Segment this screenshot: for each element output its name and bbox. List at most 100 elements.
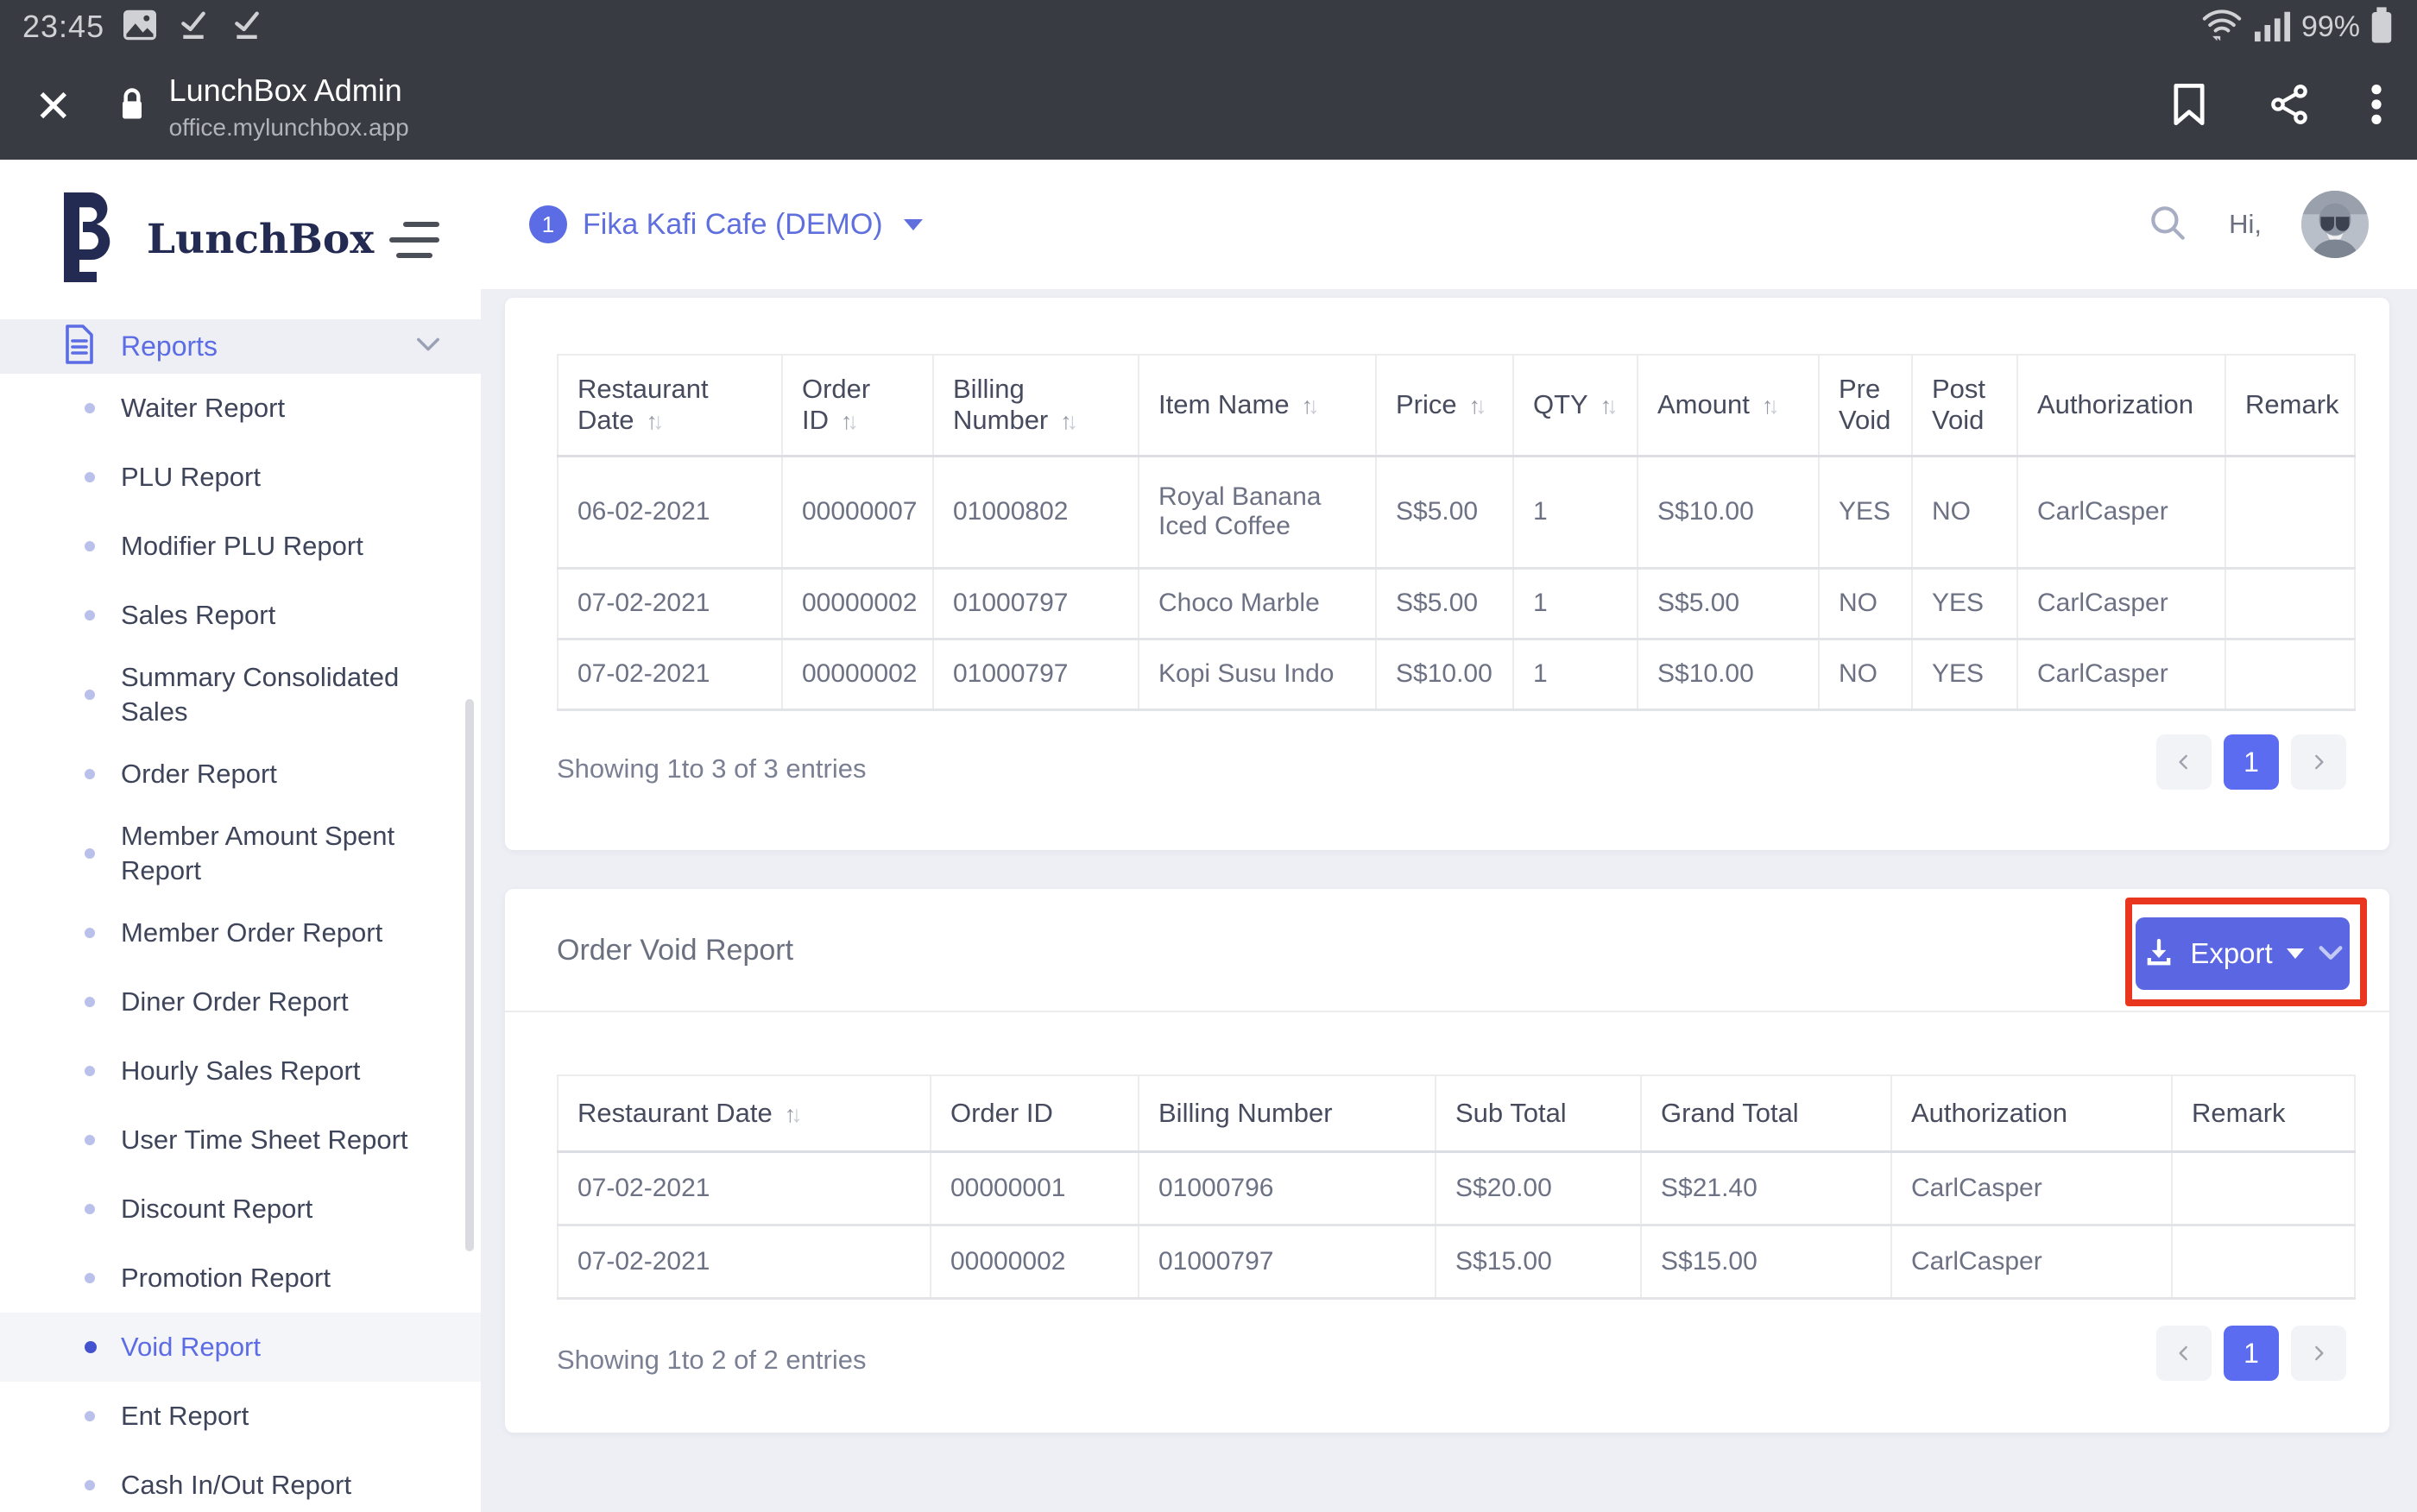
column-header-sub-total: Sub Total [1435,1074,1642,1153]
bullet-icon [85,610,95,621]
share-icon[interactable] [2267,82,2312,131]
pagination-page-button[interactable]: 1 [2224,734,2279,790]
column-header-post-void: Post Void [1911,354,2018,457]
android-status-bar: 23:45 99% [0,0,2417,54]
image-notification-icon [122,9,158,46]
sidebar-section-label: Reports [121,331,218,362]
sidebar-item-summary-consolidated-sales[interactable]: Summary Consolidated Sales [0,650,481,740]
pagination-next-button[interactable] [2291,734,2346,790]
table-cell: Royal Banana Iced Coffee [1138,456,1377,570]
bullet-icon [85,1135,95,1145]
column-header-billing-number: Billing Number [1138,1074,1436,1153]
sidebar-item-modifier-plu-report[interactable]: Modifier PLU Report [0,512,481,581]
clock: 23:45 [22,9,105,44]
search-icon[interactable] [2146,201,2189,249]
void-item-report-card: Restaurant Date ↑↓ Order ID ↑↓ Billing Numbe… [505,298,2389,850]
bookmark-icon[interactable] [2170,82,2208,131]
chevron-down-icon [2319,946,2343,960]
table-row: 07-02-2021 00000002 01000797 S$15.00 S$15.00… [557,1225,2356,1300]
table-cell: 00000002 [930,1225,1139,1300]
pagination-next-button[interactable] [2291,1326,2346,1381]
table-cell: S$15.00 [1435,1225,1642,1300]
column-header-item-name[interactable]: Item Name ↑↓ [1138,354,1377,457]
sidebar-item-diner-order-report[interactable]: Diner Order Report [0,967,481,1036]
sidebar-item-cash-in-out-report[interactable]: Cash In/Out Report [0,1451,481,1512]
sidebar-item-label: Cash In/Out Report [121,1470,352,1500]
bullet-icon [85,1411,95,1421]
table-cell: NO [1911,456,2018,570]
sidebar-section-reports[interactable]: Reports [0,319,481,374]
bullet-icon [85,769,95,779]
browser-menu-icon[interactable] [2370,82,2382,131]
column-header-restaurant-date[interactable]: Restaurant Date ↑↓ [557,1074,931,1153]
table-cell: 00000001 [930,1151,1139,1226]
table-cell: YES [1911,639,2018,711]
export-button[interactable]: Export [2136,917,2350,990]
pagination-prev-button[interactable] [2156,734,2212,790]
sidebar-toggle-icon[interactable] [389,221,439,258]
section-header: Order Void Report Export [505,889,2389,1012]
column-header-remark: Remark [2171,1074,2356,1153]
column-header-order-id[interactable]: Order ID ↑↓ [781,354,934,457]
sort-icon: ↑↓ [646,408,664,435]
table-cell: S$10.00 [1637,456,1820,570]
pagination: 1 [2156,1326,2346,1381]
table-cell: S$5.00 [1637,568,1820,640]
report-document-icon [62,324,97,369]
void-item-table: Restaurant Date ↑↓ Order ID ↑↓ Billing Numbe… [557,354,2356,711]
wifi-icon [2199,6,2244,48]
download-done-icon [229,8,265,47]
table-cell: Kopi Susu Indo [1138,639,1377,711]
pagination-prev-button[interactable] [2156,1326,2212,1381]
main-content: 1 Fika Kafi Cafe (DEMO) Hi, Restaurant D… [481,160,2417,1512]
sidebar-item-order-report[interactable]: Order Report [0,740,481,809]
battery-icon [2369,5,2395,49]
sidebar-item-hourly-sales-report[interactable]: Hourly Sales Report [0,1036,481,1106]
table-cell [2225,568,2356,640]
column-header-qty[interactable]: QTY ↑↓ [1512,354,1638,457]
lock-icon [117,85,147,128]
table-cell: NO [1818,639,1913,711]
sidebar-item-member-amount-spent-report[interactable]: Member Amount Spent Report [0,809,481,898]
sidebar-item-discount-report[interactable]: Discount Report [0,1175,481,1244]
sidebar-item-waiter-report[interactable]: Waiter Report [0,374,481,443]
column-header-price[interactable]: Price ↑↓ [1375,354,1514,457]
sidebar-scrollbar[interactable] [465,699,474,1251]
table-entries-summary: Showing 1to 2 of 2 entries [557,1345,867,1375]
sidebar-item-member-order-report[interactable]: Member Order Report [0,898,481,967]
browser-page-title: LunchBox Admin [168,72,402,108]
pagination-page-button[interactable]: 1 [2224,1326,2279,1381]
table-cell: 01000797 [1138,1225,1436,1300]
bullet-icon [85,690,95,700]
table-cell: 07-02-2021 [557,1151,931,1226]
close-tab-icon[interactable]: ✕ [35,81,73,132]
sidebar-item-sales-report[interactable]: Sales Report [0,581,481,650]
restaurant-selector[interactable]: 1 Fika Kafi Cafe (DEMO) [529,205,923,243]
table-cell: S$21.40 [1640,1151,1892,1226]
column-header-billing-number[interactable]: Billing Number ↑↓ [932,354,1139,457]
sidebar-item-promotion-report[interactable]: Promotion Report [0,1244,481,1313]
table-cell [2171,1225,2356,1300]
table-cell: 1 [1512,568,1638,640]
order-void-table: Restaurant Date ↑↓ Order ID Billing Number S… [557,1074,2356,1300]
sidebar-item-plu-report[interactable]: PLU Report [0,443,481,512]
sidebar-item-ent-report[interactable]: Ent Report [0,1382,481,1451]
bullet-icon [85,1273,95,1283]
column-header-restaurant-date[interactable]: Restaurant Date ↑↓ [557,354,783,457]
sidebar-item-void-report[interactable]: Void Report [0,1313,481,1382]
table-cell: S$5.00 [1375,456,1514,570]
table-row: 07-02-2021 00000002 01000797 Choco Marble S$… [557,568,2356,640]
table-cell: YES [1818,456,1913,570]
bullet-icon [85,1480,95,1490]
table-cell: CarlCasper [2016,639,2226,711]
table-cell: S$20.00 [1435,1151,1642,1226]
avatar[interactable] [2301,191,2369,258]
column-header-amount[interactable]: Amount ↑↓ [1637,354,1820,457]
table-cell: 1 [1512,639,1638,711]
pagination: 1 [2156,734,2346,790]
sidebar-item-user-time-sheet-report[interactable]: User Time Sheet Report [0,1106,481,1175]
table-cell: 01000797 [932,639,1139,711]
sidebar-item-label: Hourly Sales Report [121,1055,361,1086]
table-cell: 07-02-2021 [557,639,783,711]
column-header-authorization: Authorization [1890,1074,2173,1153]
